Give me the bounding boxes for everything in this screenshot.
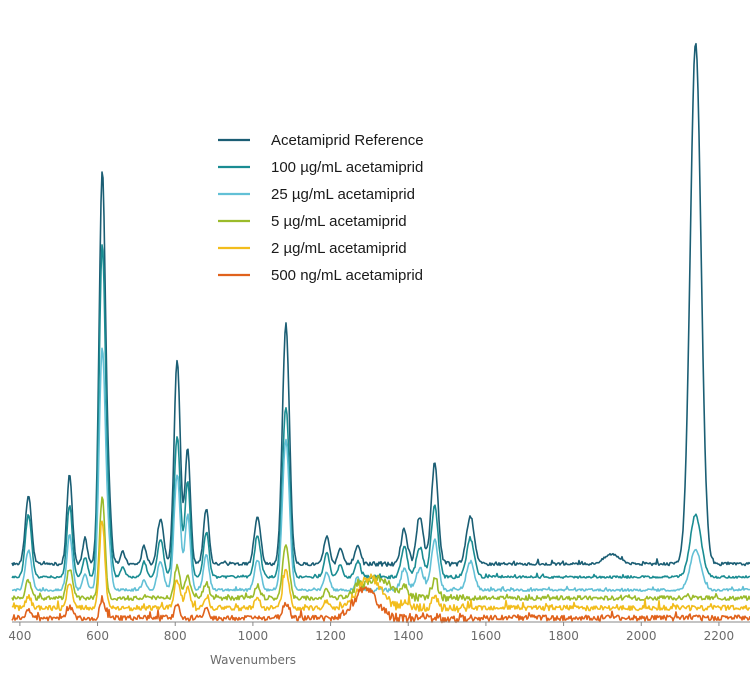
- x-tick-label-7: 1800: [548, 629, 579, 643]
- series-line-4: [11, 520, 750, 613]
- x-tick-label-2: 800: [164, 629, 187, 643]
- x-tick-label-1: 600: [86, 629, 109, 643]
- x-tick-label-8: 2000: [626, 629, 657, 643]
- x-tick-label-0: 400: [8, 629, 31, 643]
- legend-label-4: 2 µg/mL acetamiprid: [271, 240, 407, 257]
- series-lines: [11, 42, 750, 624]
- series-line-3: [11, 496, 750, 602]
- legend-label-2: 25 µg/mL acetamiprid: [271, 186, 415, 203]
- x-axis-ticks: 400 600 800 1000 1200 1400 1600 1800 2000 2200: [8, 622, 734, 643]
- legend-label-3: 5 µg/mL acetamiprid: [271, 213, 407, 230]
- series-line-2: [11, 347, 750, 593]
- x-tick-label-5: 1400: [393, 629, 424, 643]
- x-tick-label-4: 1200: [315, 629, 346, 643]
- x-tick-label-9: 2200: [704, 629, 735, 643]
- series-line-1: [11, 244, 750, 580]
- x-tick-label-6: 1600: [471, 629, 502, 643]
- legend: Acetamiprid Reference 100 µg/mL acetamipr…: [218, 132, 424, 284]
- legend-label-5: 500 ng/mL acetamiprid: [271, 267, 423, 284]
- series-line-5: [11, 586, 750, 624]
- series-line-0: [11, 42, 750, 567]
- x-tick-label-3: 1000: [238, 629, 269, 643]
- legend-label-1: 100 µg/mL acetamiprid: [271, 159, 423, 176]
- x-axis-title: Wavenumbers: [210, 653, 296, 667]
- legend-label-0: Acetamiprid Reference: [271, 132, 424, 149]
